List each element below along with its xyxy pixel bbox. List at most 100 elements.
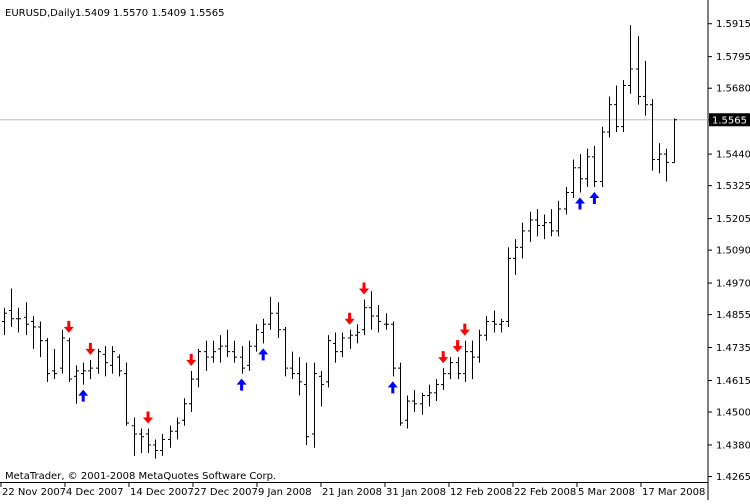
- chart-header-values: 1.5409 1.5570 1.5409 1.5565: [75, 8, 225, 19]
- ohlc-bar: [319, 370, 324, 407]
- ohlc-bar: [103, 346, 108, 377]
- ohlc-bar: [636, 36, 641, 105]
- ohlc-bar: [96, 348, 101, 374]
- ohlc-bar: [470, 340, 475, 380]
- ohlc-bar: [600, 126, 605, 187]
- ohlc-bar: [81, 362, 86, 385]
- ohlc-bar: [31, 315, 36, 349]
- sell-arrow-icon: [143, 411, 153, 424]
- ohlc-bar: [218, 335, 223, 363]
- ohlc-bar: [492, 310, 497, 333]
- sell-arrow-icon: [359, 282, 369, 295]
- ohlc-bar: [513, 239, 518, 275]
- ohlc-bar: [592, 145, 597, 187]
- ohlc-bar: [348, 329, 353, 349]
- ohlc-bar: [175, 417, 180, 440]
- ohlc-bar: [520, 222, 525, 259]
- ohlc-bar: [88, 359, 93, 380]
- ohlc-bar: [232, 340, 237, 363]
- ohlc-bar: [312, 362, 317, 448]
- price-label: 1.4735: [716, 343, 750, 354]
- ohlc-bar: [160, 433, 165, 456]
- ohlc-bars: [2, 25, 677, 459]
- ohlc-bar: [585, 148, 590, 187]
- ohlc-bar: [254, 324, 259, 352]
- price-label: 1.5090: [716, 246, 750, 257]
- ohlc-bar: [607, 96, 612, 138]
- ohlc-bar: [398, 362, 403, 426]
- ohlc-bar: [52, 348, 57, 380]
- price-label: 1.5795: [716, 52, 750, 63]
- ohlc-bar: [326, 335, 331, 388]
- ohlc-bar: [672, 118, 677, 164]
- date-label: 4 Dec 2007: [66, 487, 124, 498]
- ohlc-bar: [132, 417, 137, 456]
- time-scale[interactable]: 22 Nov 2007 4 Dec 2007 14 Dec 2007 27 Dec 2…: [0, 482, 705, 498]
- price-label: 1.5680: [716, 84, 750, 95]
- ohlc-bar: [564, 187, 569, 215]
- ohlc-bar: [146, 428, 151, 454]
- ohlc-bar: [412, 390, 417, 413]
- ohlc-bar: [67, 337, 72, 382]
- ohlc-bar: [355, 324, 360, 344]
- sell-arrow-icon: [459, 323, 470, 336]
- date-label: 5 Mar 2008: [578, 487, 635, 498]
- ohlc-bar: [441, 368, 446, 391]
- buy-arrow-icon: [575, 197, 585, 210]
- ohlc-bar: [463, 340, 468, 382]
- ohlc-bar: [261, 318, 266, 344]
- ohlc-bar: [297, 357, 302, 396]
- ohlc-bar: [434, 379, 439, 402]
- ohlc-bar: [621, 79, 626, 133]
- ohlc-bar: [211, 340, 216, 363]
- ohlc-bar: [340, 332, 345, 358]
- date-label: 21 Jan 2008: [322, 487, 382, 498]
- ohlc-bar: [384, 313, 389, 330]
- price-label: 1.5440: [716, 150, 750, 161]
- price-label: 1.4380: [716, 440, 750, 451]
- buy-arrow-icon: [236, 378, 247, 391]
- price-scale[interactable]: 1.5915 1.5795 1.5680 1.5565 1.5440 1.5325 1.52…: [708, 19, 750, 483]
- sell-arrow-icon: [438, 351, 449, 364]
- ohlc-bar: [204, 340, 209, 371]
- ohlc-bar: [45, 337, 50, 382]
- price-label: 1.4970: [716, 279, 750, 290]
- ohlc-bar: [506, 247, 511, 327]
- ohlc-bar: [16, 307, 21, 333]
- price-label: 1.4855: [716, 310, 750, 321]
- ohlc-bar: [578, 154, 583, 193]
- ohlc-bar: [60, 329, 65, 374]
- ohlc-bar: [614, 85, 619, 133]
- price-label: 1.4615: [716, 376, 750, 387]
- ohlc-bar: [117, 354, 122, 377]
- buy-arrow-icon: [589, 192, 600, 204]
- buy-arrow-icon: [387, 381, 398, 394]
- ohlc-bar: [38, 321, 43, 358]
- ohlc-bar: [196, 348, 201, 388]
- ohlc-bar: [153, 439, 158, 459]
- ohlc-bar: [448, 357, 453, 380]
- ohlc-bar: [650, 99, 655, 171]
- copyright-label: MetaTrader, © 2001-2008 MetaQuotes Softw…: [5, 471, 276, 482]
- date-label: 12 Feb 2008: [450, 487, 512, 498]
- date-label: 22 Nov 2007: [2, 487, 66, 498]
- ohlc-bar: [362, 299, 367, 336]
- ohlc-bar: [110, 346, 115, 374]
- ohlc-bar: [643, 60, 648, 116]
- price-label: 1.5325: [716, 181, 750, 192]
- ohlc-bar: [556, 200, 561, 237]
- sell-arrow-icon: [186, 353, 197, 366]
- price-label: 1.4500: [716, 408, 750, 419]
- ohlc-bar: [182, 398, 187, 426]
- ohlc-bar: [405, 395, 410, 429]
- sell-arrow-icon: [63, 320, 74, 333]
- sell-arrow-icon: [452, 340, 463, 353]
- ohlc-bar: [268, 296, 273, 330]
- ohlc-bar: [427, 384, 432, 407]
- ohlc-bar: [9, 288, 14, 327]
- ohlc-bar: [376, 305, 381, 333]
- ohlc-bar: [369, 291, 374, 330]
- current-price-tag: [709, 113, 750, 127]
